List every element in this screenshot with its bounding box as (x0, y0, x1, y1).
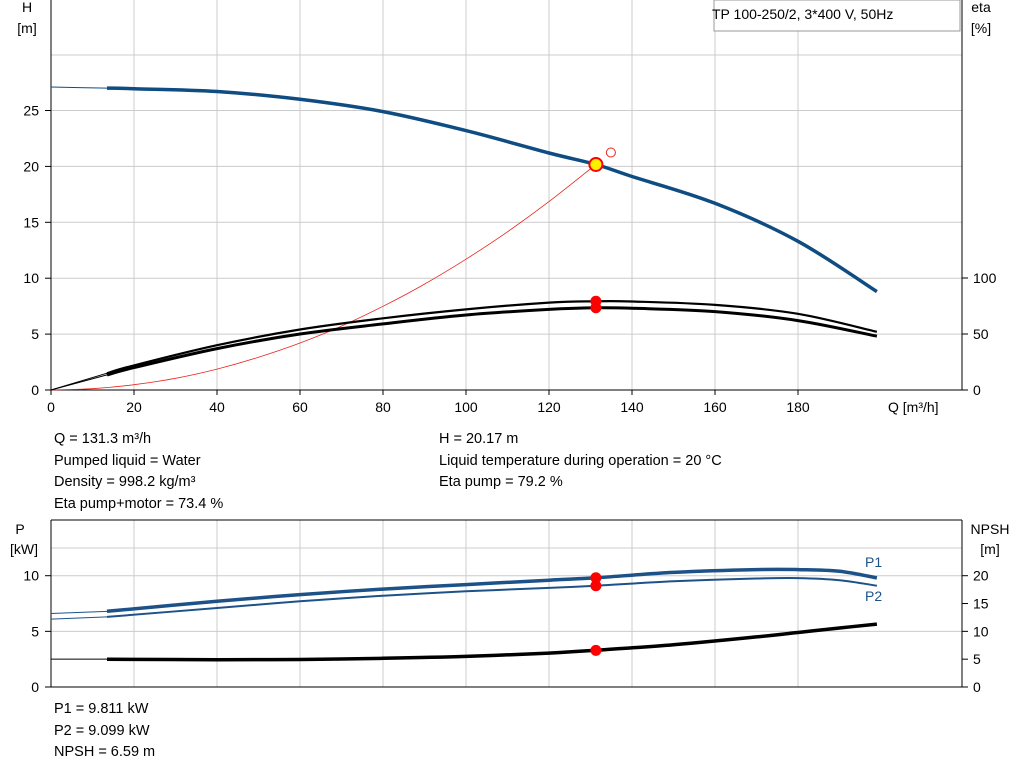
chart-title-box (713, 0, 961, 32)
npsh-axis-unit: [m] (980, 541, 999, 557)
p1-curve (106, 567, 878, 614)
eta-tick-label: 100 (973, 270, 997, 286)
density-value: Density = 998.2 kg/m³ (54, 474, 196, 490)
liquid-temperature: Liquid temperature during operation = 20… (439, 452, 722, 469)
p1-value: P1 = 9.811 kW (54, 701, 149, 717)
npsh-tick-label: 5 (973, 651, 981, 667)
npsh-value: NPSH = 6.59 m (54, 744, 156, 760)
head-tick-label: 5 (31, 326, 39, 342)
head-axis-unit: [m] (17, 20, 36, 36)
p1-curve-extension (50, 610, 108, 615)
power-tick-label: 10 (23, 568, 39, 584)
flow-tick-label: 60 (292, 399, 308, 415)
npsh-tick-label: 20 (973, 568, 989, 584)
eta-total-curve (106, 306, 878, 377)
flow-tick-label: 160 (703, 399, 727, 415)
npsh-curve (106, 622, 878, 662)
head-tick-label: 15 (23, 214, 39, 230)
chart-title: TP 100-250/2, 3*400 V, 50Hz (712, 6, 893, 22)
top-grid (51, 0, 962, 390)
duty-point-marker (605, 147, 616, 158)
system-curve (50, 164, 597, 391)
p2-series-label: P2 (865, 588, 882, 604)
power-info: P1 = 9.811 kW P2 = 9.099 kW NPSH = 6.59 … (54, 699, 155, 764)
operating-info-left: Q = 131.3 m³/h Pumped liquid = Water Den… (54, 429, 223, 515)
head-axis-title: H (22, 0, 32, 15)
p1-series-label: P1 (865, 554, 882, 570)
flow-tick-label: 180 (786, 399, 810, 415)
pumped-liquid: Pumped liquid = Water (54, 452, 201, 469)
head-tick-label: 10 (23, 270, 39, 286)
flow-value: Q = 131.3 m³/h (54, 431, 152, 447)
flow-tick-label: 20 (126, 399, 142, 415)
operating-point-npsh (590, 644, 602, 656)
npsh-tick-label: 15 (973, 596, 989, 612)
eta-pump-curve (106, 300, 878, 375)
flow-tick-label: 120 (537, 399, 561, 415)
eta-pump-value: Eta pump = 79.2 % (439, 474, 563, 490)
head-curve-extension (50, 86, 108, 89)
power-tick-label: 5 (31, 623, 39, 639)
p2-curve (106, 577, 878, 618)
eta-axis-title: eta (971, 0, 991, 15)
p2-curve-extension (50, 616, 108, 620)
eta-tick-label: 0 (973, 382, 981, 398)
eta-total-value: Eta pump+motor = 73.4 % (54, 495, 224, 512)
head-curve (106, 86, 878, 294)
eta-total-curve-extension (50, 374, 108, 391)
npsh-axis-title: NPSH (971, 521, 1010, 537)
flow-tick-label: 40 (209, 399, 225, 415)
operating-info-right: H = 20.17 m Liquid temperature during op… (439, 429, 722, 494)
p2-value: P2 = 9.099 kW (54, 722, 150, 739)
flow-tick-label: 80 (375, 399, 391, 415)
head-value: H = 20.17 m (439, 431, 519, 447)
flow-tick-label: 100 (454, 399, 478, 415)
power-tick-label: 0 (31, 679, 39, 695)
npsh-tick-label: 0 (973, 679, 981, 695)
head-tick-label: 20 (23, 158, 39, 174)
operating-point-p2 (590, 580, 602, 592)
operating-point-p1 (590, 572, 602, 584)
power-axis-unit: [kW] (10, 541, 38, 557)
npsh-tick-label: 10 (973, 623, 989, 639)
power-axis-title: P (15, 521, 24, 537)
flow-tick-label: 140 (620, 399, 644, 415)
head-tick-label: 0 (31, 382, 39, 398)
operating-point-head (588, 156, 604, 172)
eta-axis-unit: [%] (971, 20, 991, 36)
eta-tick-label: 50 (973, 326, 989, 342)
operating-point-eta-total (590, 302, 602, 314)
flow-axis-title: Q [m³/h] (888, 399, 939, 415)
flow-tick-label: 0 (47, 399, 55, 415)
head-tick-label: 25 (23, 103, 39, 119)
